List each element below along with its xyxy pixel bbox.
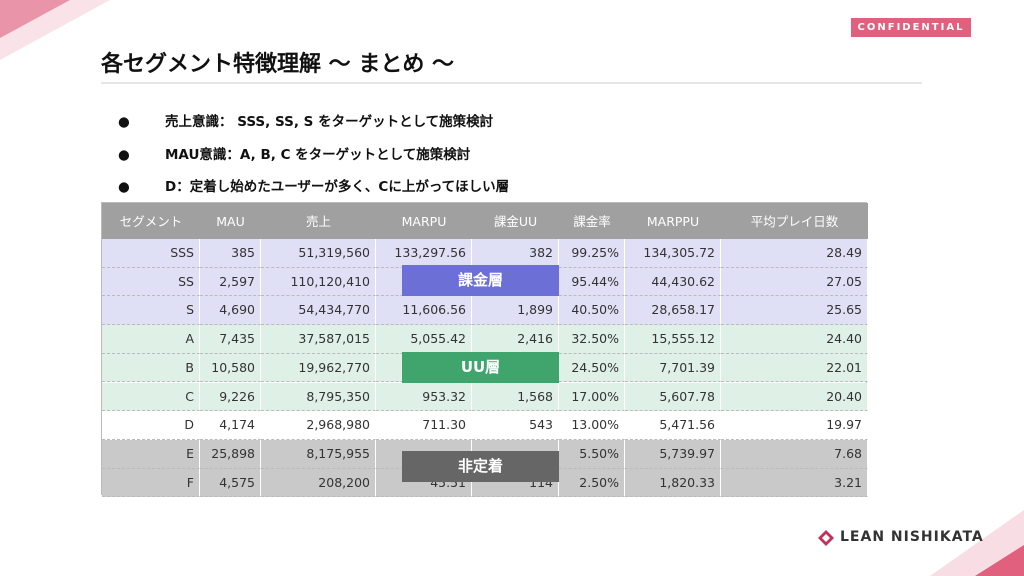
table-cell: 99.25% (559, 239, 625, 268)
table-cell: 7,435 (200, 325, 261, 354)
bullet-dot: ● (118, 179, 130, 195)
table-cell: SS (102, 267, 200, 297)
table-cell: E (102, 439, 200, 469)
bullet-text: D：定着し始めたユーザーが多く、Cに上がってほしい層 (165, 179, 510, 195)
table-cell: 2,968,980 (261, 411, 376, 440)
table-cell: 37,587,015 (261, 325, 376, 354)
table-cell: 543 (472, 411, 559, 440)
table-cell: 20.40 (721, 382, 868, 412)
header-cell: MAU (216, 214, 245, 229)
table-cell: 8,175,955 (261, 439, 376, 469)
segment-label: 課金層 (402, 265, 559, 296)
bullet-dot: ● (118, 114, 130, 130)
table-cell: A (102, 325, 200, 354)
table-cell: D (102, 411, 200, 440)
table-cell: C (102, 382, 200, 412)
header-cell: 課金率 (573, 214, 611, 229)
table-cell: 5,055.42 (376, 325, 472, 354)
table-cell: 385 (200, 239, 261, 268)
table-cell: 40.50% (559, 296, 625, 326)
table-cell: 32.50% (559, 325, 625, 354)
table-cell: 13.00% (559, 411, 625, 440)
table-cell: 4,690 (200, 296, 261, 326)
table-cell: 5,739.97 (625, 439, 721, 469)
table-cell: 4,575 (200, 468, 261, 498)
header-cell: 課金UU (493, 214, 538, 229)
table-cell: 19.97 (721, 411, 868, 440)
table-cell: 8,795,350 (261, 382, 376, 412)
bullet-text: MAU意識：A, B, C をターゲットとして施策検討 (165, 147, 471, 163)
table-cell: 15,555.12 (625, 325, 721, 354)
table-cell: 5,471.56 (625, 411, 721, 440)
table-cell: 25.65 (721, 296, 868, 326)
table-cell: S (102, 296, 200, 326)
table: セグメント MAU 売上 MARPU 課金UU 課金率 MARPPU 平均プレイ日数 SSS 38… (101, 202, 868, 498)
table-cell: 54,434,770 (261, 296, 376, 326)
bullet-dot: ● (118, 147, 130, 163)
table-cell: F (102, 468, 200, 498)
table-cell: 711.30 (376, 411, 472, 440)
table-cell: 44,430.62 (625, 267, 721, 297)
table-cell: 208,200 (261, 468, 376, 498)
table-header-bg (102, 203, 868, 239)
table-cell: 7.68 (721, 439, 868, 469)
table-cell: 953.32 (376, 382, 472, 412)
table-cell: 24.40 (721, 325, 868, 354)
table-cell: 133,297.56 (376, 239, 472, 268)
header-cell: MARPU (401, 214, 447, 229)
table-cell: 2,597 (200, 267, 261, 297)
table-cell: 25,898 (200, 439, 261, 469)
table-cell: 7,701.39 (625, 353, 721, 383)
logo: LEAN NISHIKATA (840, 529, 984, 545)
table-cell: 9,226 (200, 382, 261, 412)
bullet: ● D：定着し始めたユーザーが多く、Cに上がってほしい層 (118, 175, 509, 195)
table-cell: 22.01 (721, 353, 868, 383)
table-cell: 24.50% (559, 353, 625, 383)
table-cell: 17.00% (559, 382, 625, 412)
table-cell: 28,658.17 (625, 296, 721, 326)
table-cell: 2.50% (559, 468, 625, 498)
table-cell: SSS (102, 239, 200, 268)
table-cell: 95.44% (559, 267, 625, 297)
header-cell: 平均プレイ日数 (750, 214, 839, 229)
table-cell: 110,120,410 (261, 267, 376, 297)
table-cell: 1,568 (472, 382, 559, 412)
table-cell: 3.21 (721, 468, 868, 498)
table-cell: 10,580 (200, 353, 261, 383)
table-cell: 27.05 (721, 267, 868, 297)
table-cell: 1,899 (472, 296, 559, 326)
header-cell: セグメント (119, 214, 183, 229)
table-cell: 28.49 (721, 239, 868, 268)
table-cell: 5,607.78 (625, 382, 721, 412)
table-cell: 51,319,560 (261, 239, 376, 268)
title: 各セグメント特徴理解 〜 まとめ 〜 (101, 52, 454, 77)
bullet-text: 売上意識： SSS, SS, S をターゲットとして施策検討 (165, 114, 494, 130)
table-cell: 11,606.56 (376, 296, 472, 326)
header-cell: 売上 (305, 214, 331, 229)
segment-label: UU層 (402, 352, 559, 383)
table-cell: 1,820.33 (625, 468, 721, 498)
table-cell: 134,305.72 (625, 239, 721, 268)
badge: CONFIDENTIAL (851, 18, 971, 37)
table-cell: 5.50% (559, 439, 625, 469)
table-cell: 2,416 (472, 325, 559, 354)
bullet: ● MAU意識：A, B, C をターゲットとして施策検討 (118, 143, 470, 163)
table-cell: 382 (472, 239, 559, 268)
table-cell: 4,174 (200, 411, 261, 440)
segment-label: 非定着 (402, 451, 559, 482)
table-cell: 19,962,770 (261, 353, 376, 383)
table-cell: B (102, 353, 200, 383)
header-cell: MARPPU (646, 214, 700, 229)
bullet: ● 売上意識： SSS, SS, S をターゲットとして施策検討 (118, 110, 493, 130)
